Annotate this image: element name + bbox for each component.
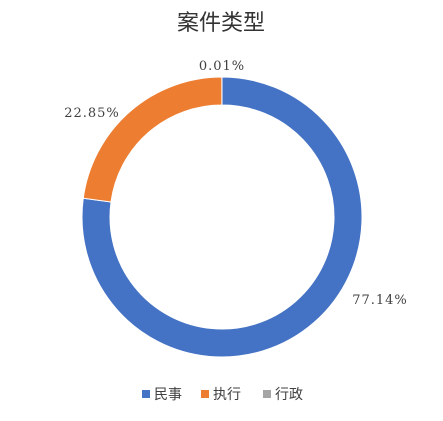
legend: 民事 执行 行政: [142, 387, 303, 403]
legend-swatch-3: [263, 390, 271, 398]
slice-1: [81, 76, 363, 358]
donut-slices: [81, 76, 363, 358]
legend-label-1: 民事: [154, 387, 182, 403]
data-label-1: 77.14%: [352, 293, 408, 308]
legend-swatch-2: [201, 390, 209, 398]
legend-swatch-1: [142, 390, 150, 398]
legend-label-3: 行政: [275, 387, 303, 403]
legend-label-2: 执行: [213, 387, 241, 403]
chart-title: 案件类型: [177, 11, 265, 36]
data-labels: 77.14% 22.85% 0.01%: [64, 59, 408, 308]
slice-2: [82, 76, 223, 203]
data-label-3: 0.01%: [199, 59, 245, 74]
data-label-2: 22.85%: [64, 106, 120, 121]
